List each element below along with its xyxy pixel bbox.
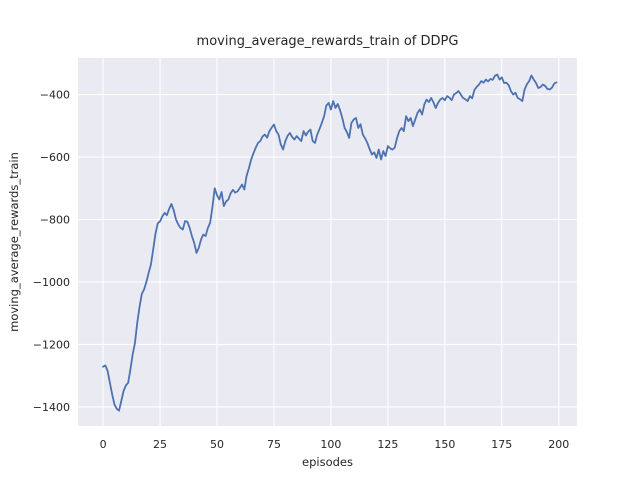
data-line xyxy=(102,73,558,412)
x-tick-label: 150 xyxy=(434,438,455,451)
y-tick-label: −800 xyxy=(40,214,70,227)
x-axis-tick-labels: 0 25 50 75 100 125 150 175 200 xyxy=(100,438,570,451)
y-tick-label: −1200 xyxy=(33,338,70,351)
y-tick-label: −1400 xyxy=(33,401,70,414)
gridlines xyxy=(78,58,577,426)
x-tick-label: 100 xyxy=(320,438,341,451)
plot-area xyxy=(78,58,577,426)
x-tick-label: 200 xyxy=(548,438,569,451)
x-tick-label: 125 xyxy=(377,438,398,451)
x-tick-label: 25 xyxy=(153,438,167,451)
series-line xyxy=(102,73,558,412)
y-tick-label: −600 xyxy=(40,151,70,164)
x-tick-label: 50 xyxy=(210,438,224,451)
chart-title: moving_average_rewards_train of DDPG xyxy=(197,34,459,49)
x-axis-label: episodes xyxy=(302,455,353,469)
y-axis-tick-labels: −400 −600 −800 −1000 −1200 −1400 xyxy=(33,89,70,414)
y-axis-label: moving_average_rewards_train xyxy=(7,152,21,332)
x-tick-label: 0 xyxy=(100,438,107,451)
x-tick-label: 175 xyxy=(491,438,512,451)
x-tick-label: 75 xyxy=(267,438,281,451)
y-tick-label: −400 xyxy=(40,89,70,102)
y-tick-label: −1000 xyxy=(33,276,70,289)
